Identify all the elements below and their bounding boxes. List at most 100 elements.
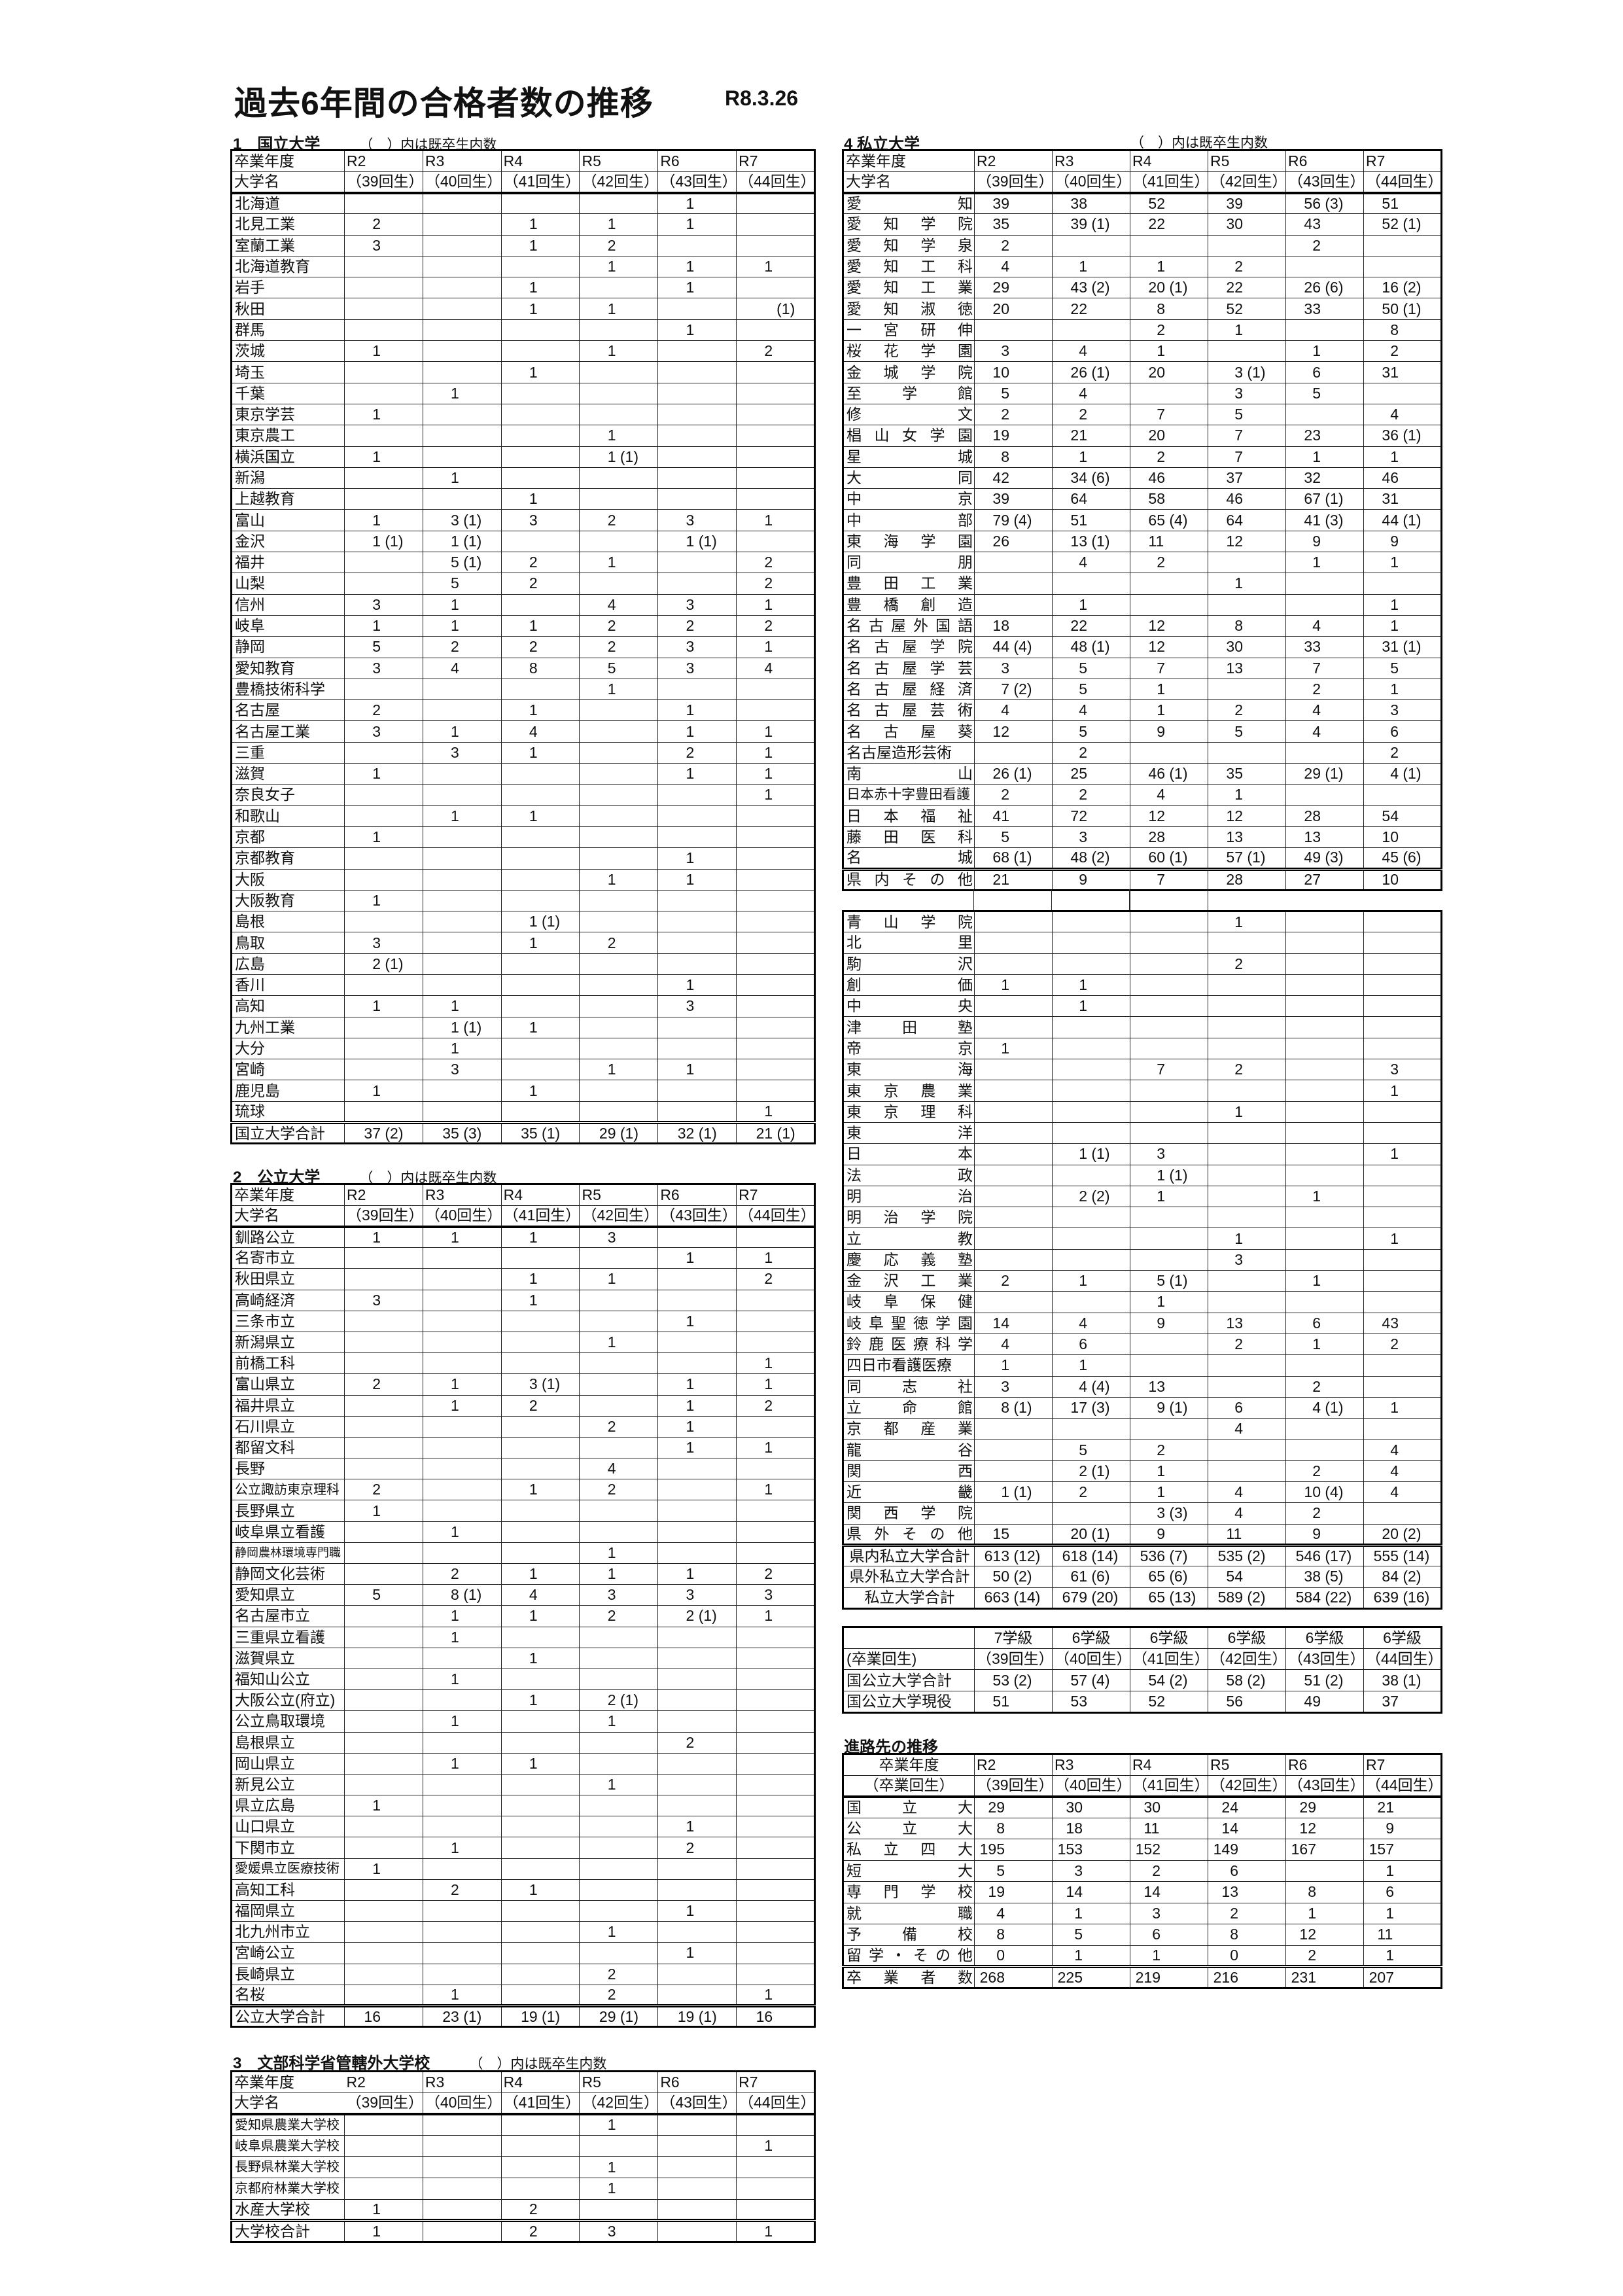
total-row: 私立大学合計 663 (14) 679 (20) 65 (13) 589 (2) 584 …	[843, 1587, 1442, 1609]
count-cell	[736, 1858, 815, 1880]
count-cell	[579, 911, 659, 933]
count-cell	[422, 2113, 502, 2136]
header-label-class: (卒業回生)	[843, 1648, 975, 1670]
university-name: 上越教育	[231, 488, 345, 510]
university-name: 国立大	[843, 1796, 975, 1818]
count-cell: 5	[1052, 678, 1130, 701]
table-row: 岐阜聖徳学園 14 4 9 13 6 43	[843, 1312, 1442, 1334]
count-cell: 1	[657, 192, 737, 215]
header-year: R6	[1285, 150, 1364, 172]
header-row-class: 大学名 （39回生） （40回生） （41回生） （42回生） （43回生） （44回生）	[231, 171, 815, 194]
table-row: 長崎県立 2	[231, 1963, 815, 1985]
header-class: （40回生）	[422, 1205, 502, 1228]
university-name: 私立大学合計	[843, 1587, 975, 1609]
university-name: 名古屋学芸	[843, 657, 975, 679]
university-name: 琉球	[231, 1101, 345, 1123]
count-cell	[579, 699, 659, 722]
count-cell	[974, 1164, 1053, 1186]
national-university-table: 卒業年度 R2 R3 R4 R5 R6 R7 大学名 （39回生） （40回生） （41回生） （42…	[230, 149, 816, 1145]
table-row: 中京3964584667 (1)31	[843, 488, 1442, 510]
count-cell: 1	[657, 1310, 737, 1332]
count-cell: 1	[1208, 319, 1286, 342]
count-cell: 1	[736, 1101, 815, 1123]
count-cell: 53	[1052, 1691, 1130, 1713]
header-class: （40回生）	[1052, 1648, 1130, 1670]
count-cell: 9	[1285, 530, 1364, 553]
count-cell: 16	[736, 2004, 815, 2028]
count-cell	[1285, 1101, 1364, 1123]
count-cell: 219	[1130, 1965, 1208, 1988]
count-cell: 2	[1130, 1439, 1208, 1461]
count-cell: 4 (4)	[1052, 1375, 1130, 1398]
count-cell: 1	[422, 720, 502, 743]
university-name: 福知山公立	[231, 1668, 345, 1691]
count-cell: 1	[500, 805, 580, 827]
count-cell: 2	[974, 784, 1053, 806]
count-cell: 13	[1130, 1375, 1208, 1398]
table-row: 大分 1	[231, 1037, 815, 1060]
table-row: 創価11	[843, 974, 1442, 997]
count-cell: 1	[344, 614, 423, 637]
count-cell	[1130, 593, 1208, 616]
table-row: 名古屋市立 1 1 2 2 (1) 1	[231, 1605, 815, 1627]
count-cell: 1	[736, 1479, 815, 1501]
count-cell: 1	[500, 699, 580, 722]
count-cell: 2	[1130, 1860, 1208, 1882]
count-cell: 6	[1363, 720, 1442, 743]
count-cell	[657, 1752, 737, 1775]
count-cell	[422, 1268, 502, 1290]
header-class: （39回生）	[974, 171, 1053, 194]
count-cell: 1	[736, 784, 815, 806]
count-cell: 1	[1208, 573, 1286, 595]
university-name: 愛知教育	[231, 657, 345, 679]
table-row: 島根県立 2	[231, 1731, 815, 1754]
count-cell: 2	[736, 340, 815, 362]
count-cell: 1	[579, 1542, 659, 1564]
header-year: R5	[1208, 1754, 1286, 1776]
count-cell	[422, 1352, 502, 1375]
count-cell	[579, 1731, 659, 1754]
count-cell	[736, 1626, 815, 1648]
count-cell	[1208, 593, 1286, 616]
university-name: 大学校合計	[231, 2219, 345, 2243]
count-cell	[344, 1816, 423, 1838]
count-cell	[657, 1080, 737, 1102]
table-row: 東京農業 1	[843, 1080, 1442, 1102]
count-cell	[344, 552, 423, 574]
count-cell: 1	[422, 614, 502, 637]
count-cell: 2	[1130, 552, 1208, 574]
table-row: 京都 1	[231, 826, 815, 849]
count-cell: 5	[1285, 382, 1364, 404]
count-cell: 22	[1052, 614, 1130, 637]
university-name: 信州	[231, 593, 345, 616]
table-row: 公立大8181114129	[843, 1817, 1442, 1839]
count-cell	[344, 1331, 423, 1354]
count-cell: 1	[736, 763, 815, 785]
count-cell: 1	[1285, 552, 1364, 574]
count-cell: 2	[579, 932, 659, 954]
count-cell	[974, 319, 1053, 342]
university-name: 福井	[231, 552, 345, 574]
count-cell: 12	[974, 720, 1053, 743]
count-cell	[579, 1899, 659, 1922]
count-cell: 14	[1208, 1817, 1286, 1839]
count-cell	[579, 382, 659, 404]
count-cell: 9	[1130, 1312, 1208, 1334]
count-cell: 23	[1285, 425, 1364, 447]
count-cell: 50 (1)	[1363, 298, 1442, 320]
count-cell: 4	[1363, 403, 1442, 426]
table-row: 北海道 1	[231, 192, 815, 215]
count-cell: 29	[974, 1796, 1053, 1818]
count-cell: 8	[1363, 319, 1442, 342]
count-cell	[1208, 1354, 1286, 1377]
count-cell	[1130, 234, 1208, 256]
count-cell: 231	[1285, 1965, 1364, 1988]
count-cell: 1	[500, 361, 580, 383]
count-cell: 1	[1285, 1185, 1364, 1208]
table-row: 奈良女子 1	[231, 784, 815, 806]
count-cell: 20 (2)	[1363, 1523, 1442, 1545]
university-name: 中京	[843, 488, 975, 510]
note-graduates: （ ）内は既卒生内数	[1130, 135, 1268, 150]
count-cell: 1	[422, 467, 502, 489]
count-cell: 6	[1285, 361, 1364, 383]
